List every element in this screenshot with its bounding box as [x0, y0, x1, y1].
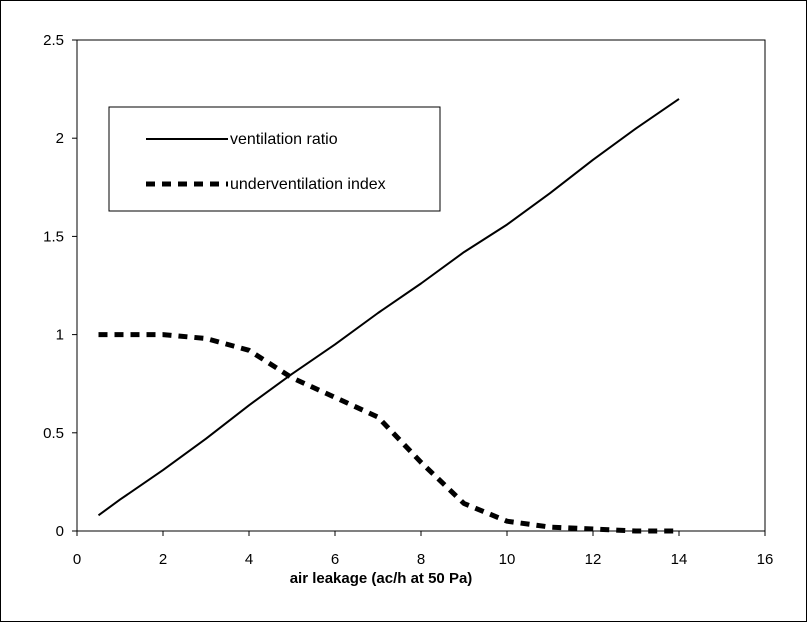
x-tick-label: 6 [331, 551, 339, 568]
x-tick-label: 16 [757, 551, 774, 568]
x-tick-label: 12 [585, 551, 602, 568]
series-line-underventilation-index [98, 332, 679, 534]
y-tick-label: 2.5 [43, 32, 64, 49]
y-tick-label: 0 [56, 523, 64, 540]
legend-label: ventilation ratio [230, 131, 338, 148]
y-tick-label: 1 [56, 327, 64, 344]
y-tick-label: 0.5 [43, 425, 64, 442]
series-line-ventilation-ratio [97, 98, 680, 517]
y-tick-label: 2 [56, 130, 64, 147]
x-tick-label: 14 [671, 551, 688, 568]
x-tick-label: 0 [73, 551, 81, 568]
x-tick-label: 2 [159, 551, 167, 568]
x-tick-label: 4 [245, 551, 253, 568]
x-tick-label: 10 [499, 551, 516, 568]
y-tick-label: 1.5 [43, 228, 64, 245]
legend-label: underventilation index [230, 176, 386, 193]
x-axis-title: air leakage (ac/h at 50 Pa) [290, 570, 473, 587]
legend-box [108, 106, 441, 212]
x-tick-label: 8 [417, 551, 425, 568]
